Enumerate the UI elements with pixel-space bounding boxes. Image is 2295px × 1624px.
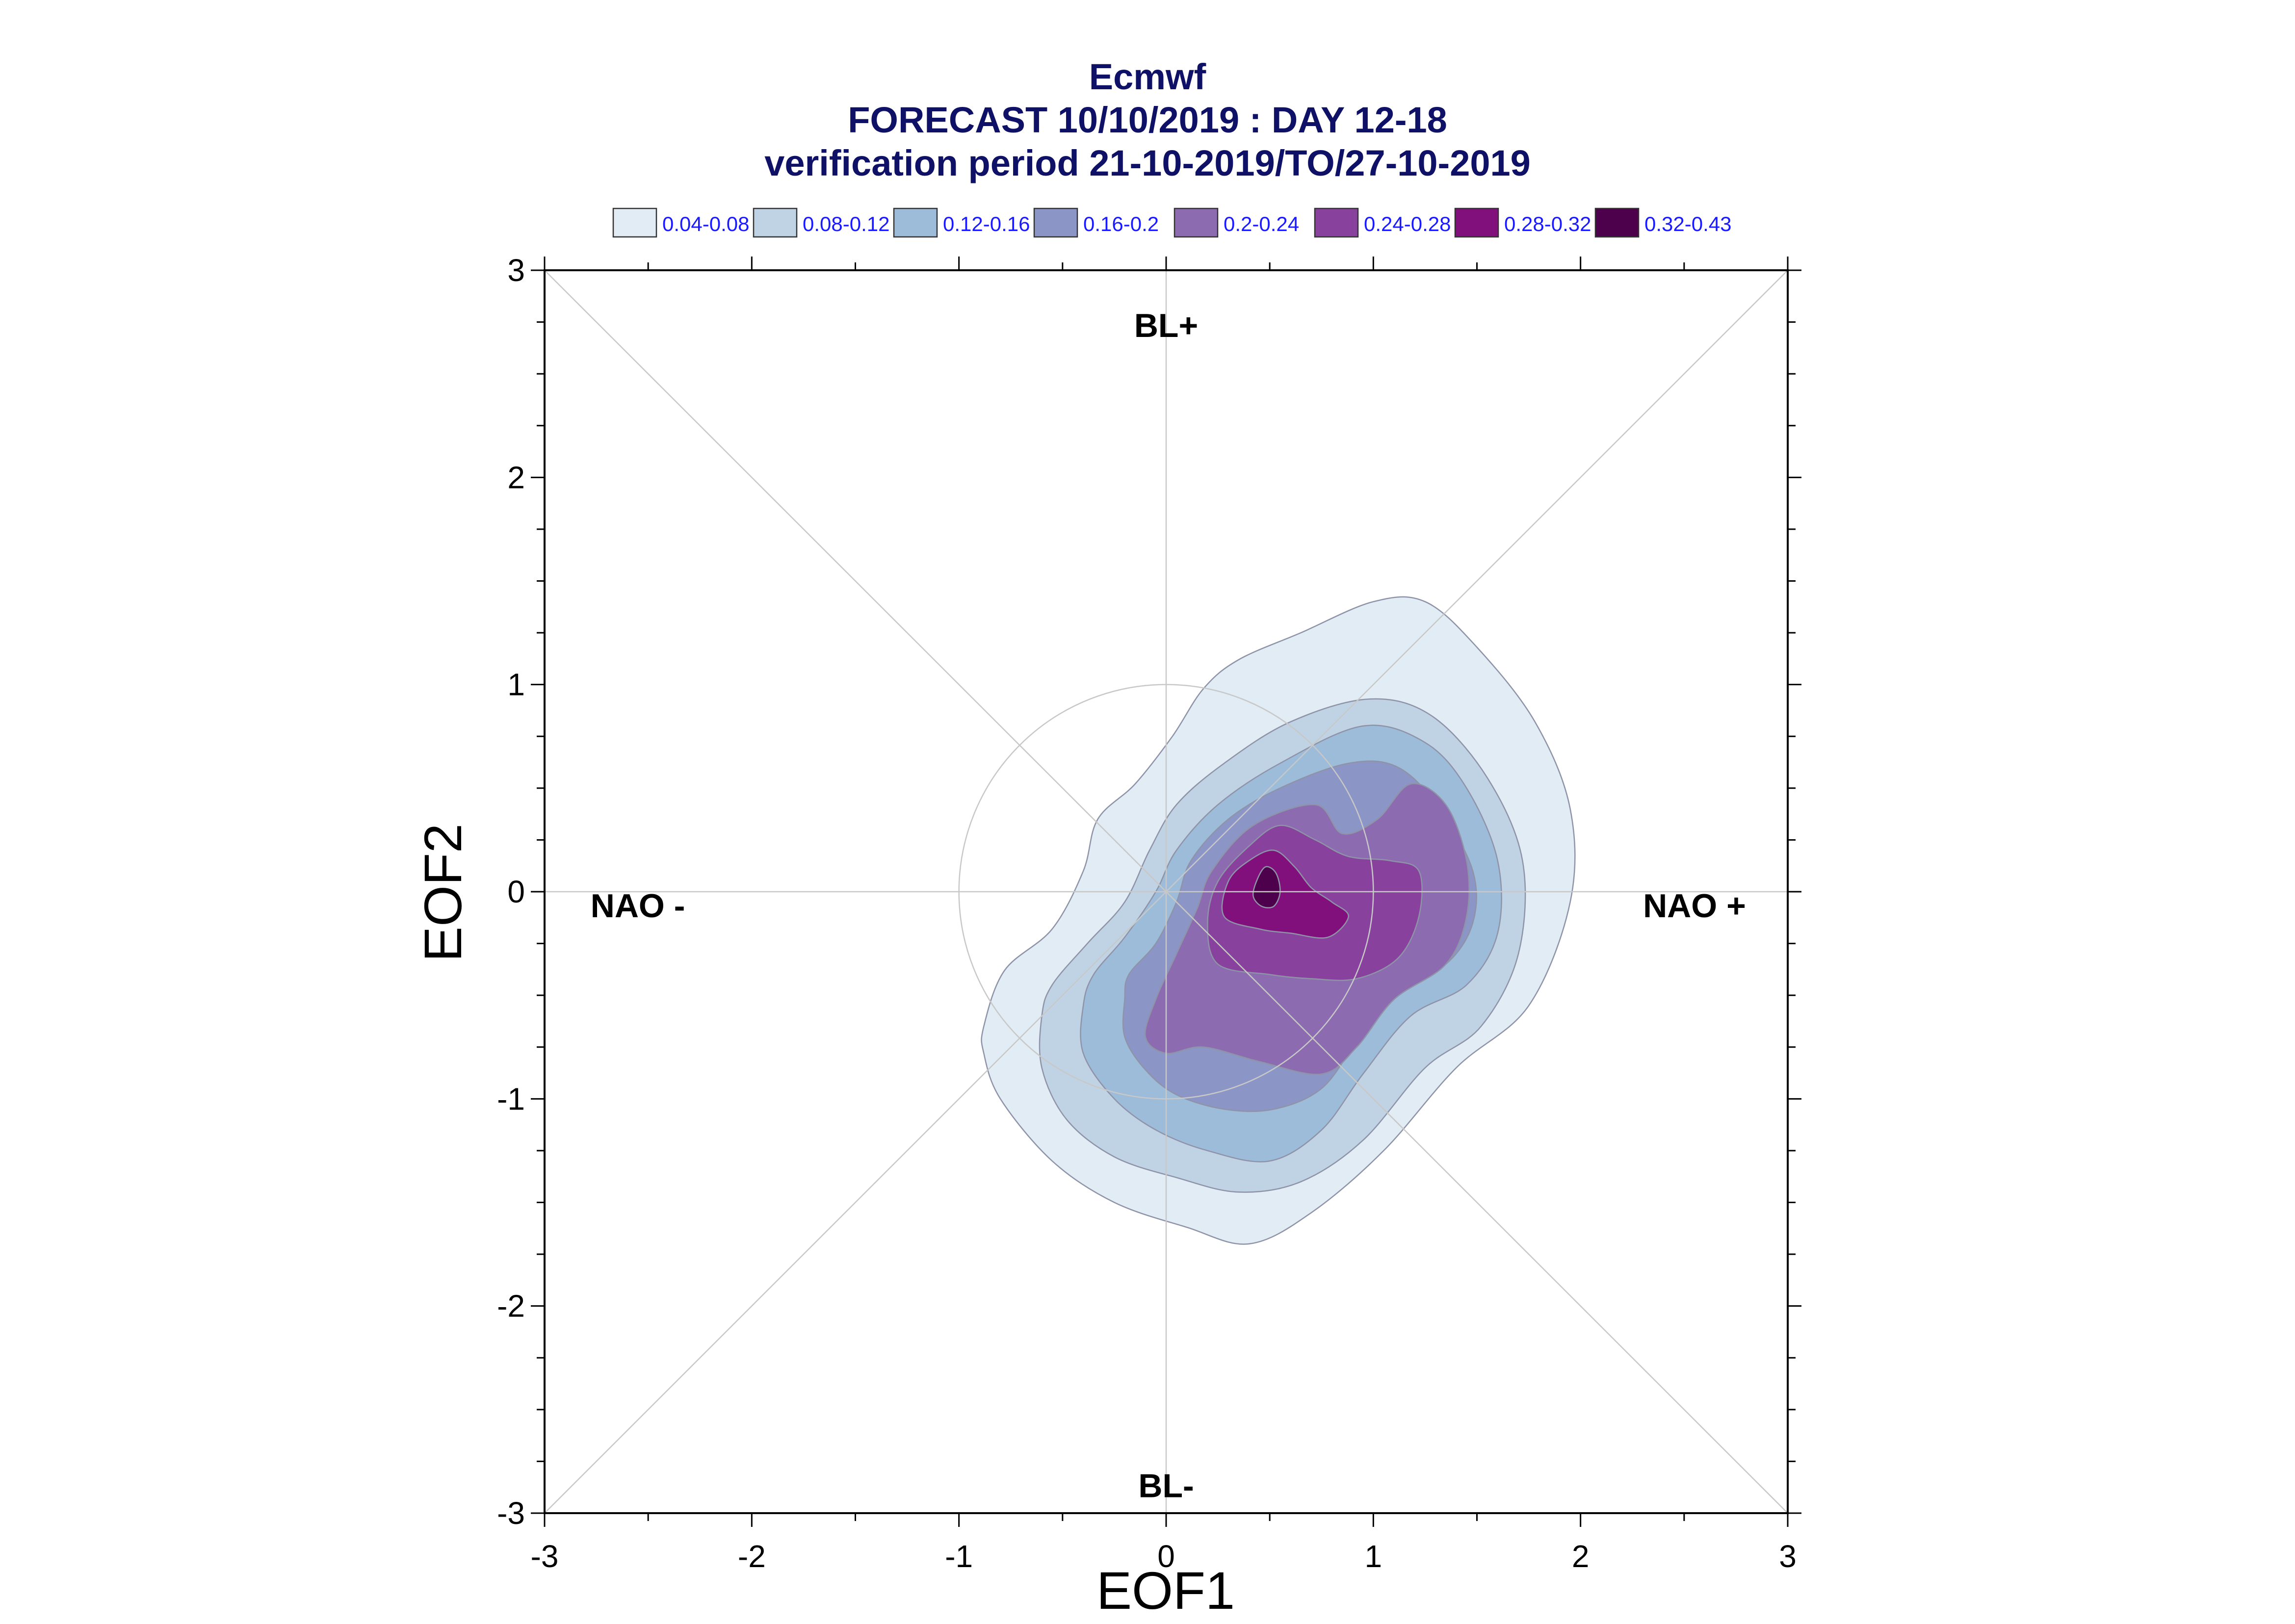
- x-tick-label: -2: [738, 1539, 766, 1574]
- legend-label: 0.32-0.43: [1644, 212, 1731, 235]
- legend-swatch: [612, 207, 657, 238]
- y-tick-label: -2: [497, 1289, 525, 1324]
- x-tick-label: 2: [1572, 1539, 1590, 1574]
- regime-label-3: NAO -: [591, 887, 685, 925]
- regime-label-1: BL+: [1134, 307, 1198, 344]
- diagonal-line-2: [544, 270, 1788, 1514]
- legend-label: 0.12-0.16: [943, 212, 1030, 235]
- x-tick-label: -3: [531, 1539, 559, 1574]
- legend-label: 0.16-0.2: [1083, 212, 1159, 235]
- x-tick-label: 1: [1365, 1539, 1382, 1574]
- contour-fills: [981, 596, 1576, 1245]
- y-tick-label: -1: [497, 1081, 525, 1116]
- contour-level-7: [1221, 850, 1349, 939]
- legend-label: 0.04-0.08: [662, 212, 749, 235]
- legend-swatch: [753, 207, 798, 238]
- y-tick-label: 0: [507, 874, 525, 909]
- legend-label: 0.08-0.12: [803, 212, 889, 235]
- y-tick-label: 1: [507, 667, 525, 702]
- legend-swatch: [1454, 207, 1499, 238]
- x-tick-label: -1: [945, 1539, 973, 1574]
- legend-swatch: [1033, 207, 1078, 238]
- regime-label-4: NAO +: [1643, 887, 1746, 925]
- y-tick-label: -3: [497, 1495, 525, 1531]
- y-tick-label: 3: [507, 253, 525, 288]
- legend-swatch: [893, 207, 938, 238]
- chart-subtitle: FORECAST 10/10/2019 : DAY 12-18: [848, 100, 1447, 140]
- reference-lines: [544, 270, 1788, 1514]
- unit-circle: [958, 684, 1374, 1100]
- axis-ticks: -3 -2 -1 0 1 2 3 -3 -2 -1 0 1 2 3: [497, 253, 1801, 1574]
- y-tick-label: 2: [507, 460, 525, 495]
- contour-level-8: [1252, 866, 1281, 908]
- chart-title: Ecmwf: [1089, 56, 1206, 97]
- legend-label: 0.24-0.28: [1364, 212, 1451, 235]
- x-tick-label: 3: [1779, 1539, 1797, 1574]
- regime-labels: BL+ BL- NAO - NAO +: [591, 307, 1746, 1504]
- legend: 0.04-0.08 0.08-0.12 0.12-0.16 0.16-0.2 0.2-0…: [612, 207, 1731, 238]
- legend-swatch: [1594, 207, 1640, 238]
- y-axis-title: EOF2: [413, 824, 472, 962]
- chart-subtitle-2: verification period 21-10-2019/TO/27-10-…: [764, 143, 1531, 183]
- x-axis-title: EOF1: [1096, 1561, 1235, 1620]
- x-tick-label: 0: [1157, 1539, 1175, 1574]
- legend-swatch: [1174, 207, 1219, 238]
- legend-swatch: [1314, 207, 1359, 238]
- plot-area: BL+ BL- NAO - NAO + -3 -2 -1 0 1 2 3 -3 -2 -1 0 1 2 3: [497, 253, 1801, 1574]
- legend-label: 0.2-0.24: [1224, 212, 1299, 235]
- regime-label-2: BL-: [1138, 1467, 1194, 1504]
- legend-label: 0.28-0.32: [1504, 212, 1591, 235]
